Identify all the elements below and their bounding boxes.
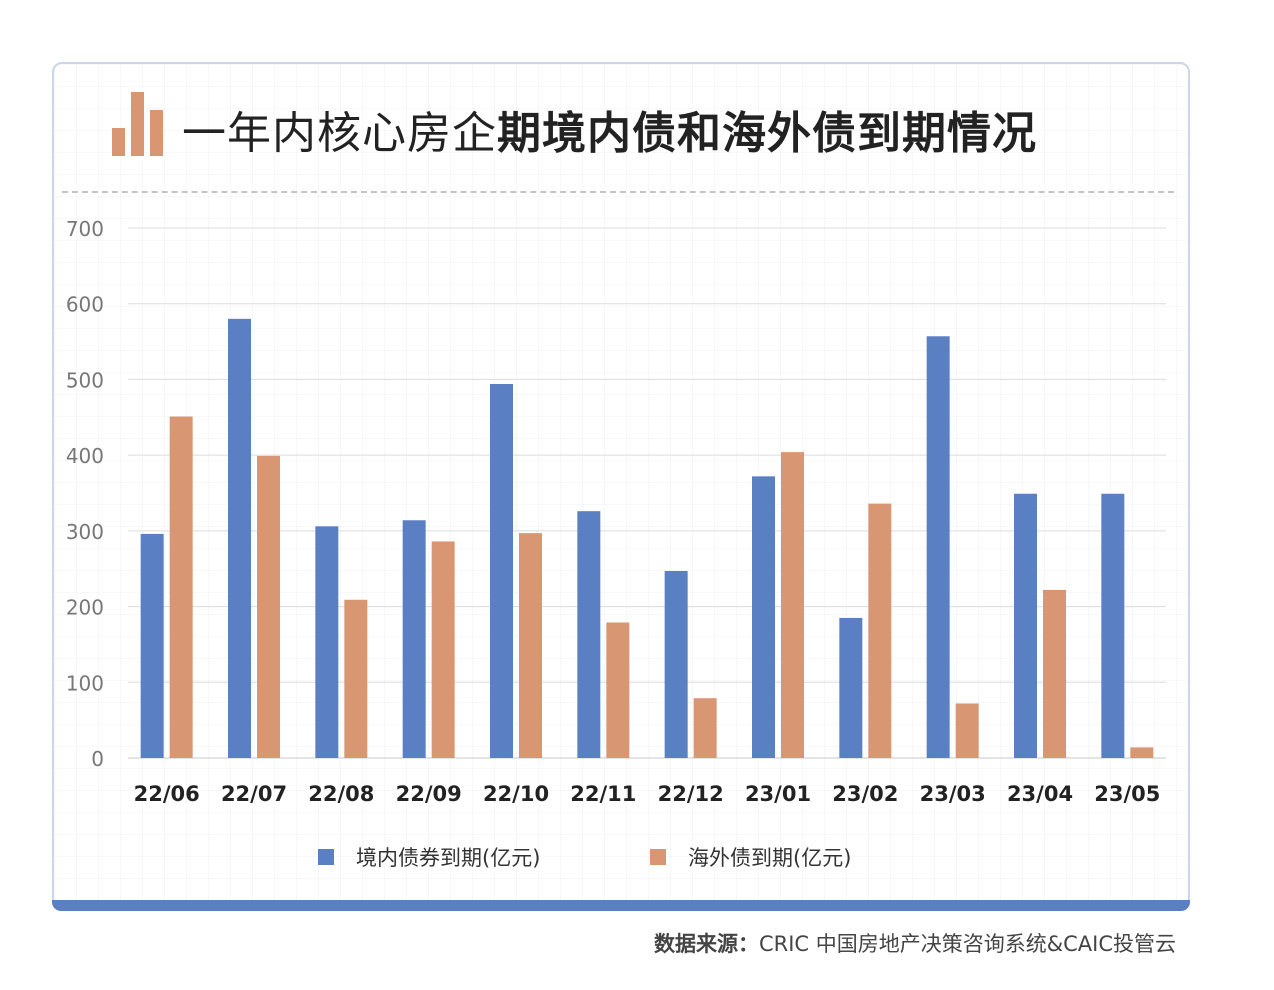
chart-card [52,62,1190,908]
source-label: 数据来源： [653,932,759,956]
source-text: CRIC 中国房地产决策咨询系统&CAIC投管云 [758,932,1176,956]
bar-domestic [228,318,251,758]
data-source: 数据来源：CRIC 中国房地产决策咨询系统&CAIC投管云 [654,928,1176,958]
bar-overseas [868,503,892,758]
bar-domestic [490,383,513,758]
x-tick-label: 22/08 [308,782,374,806]
x-tick-label: 22/11 [570,782,636,806]
bar-overseas [169,416,193,758]
x-tick-label: 23/04 [1007,782,1073,806]
title-regular: 一年内核心房企 [182,108,497,159]
bar-domestic [140,533,164,758]
y-tick-label: 100 [66,671,104,695]
y-tick-label: 500 [66,368,104,392]
x-tick-label: 23/02 [832,782,898,806]
bar-domestic [1014,493,1037,758]
bar-overseas [1043,589,1066,758]
legend-item-domestic: 境内债券到期(亿元) [318,842,540,872]
bar-overseas [519,533,542,758]
bar-overseas [955,703,979,758]
legend-label-overseas: 海外债到期(亿元) [688,846,852,870]
bar-overseas [1130,747,1154,758]
bar-overseas [431,541,455,758]
x-tick-label: 22/10 [483,782,549,806]
y-tick-label: 0 [91,747,104,771]
bar-overseas [606,622,630,758]
bar-chart-icon [112,92,164,156]
bar-overseas [344,599,368,758]
bar-domestic [664,570,688,758]
title-bold: 期境内债和海外债到期情况 [497,108,1037,159]
y-tick-label: 200 [66,596,104,620]
x-tick-label: 23/03 [920,782,986,806]
bar-domestic [315,526,339,758]
bar-overseas [257,455,280,758]
bar-overseas [781,452,804,758]
x-tick-label: 23/05 [1094,782,1160,806]
bar-domestic [926,336,950,758]
bar-domestic [402,520,426,758]
title-divider [62,191,1174,193]
y-tick-label: 700 [66,217,104,241]
x-tick-label: 23/01 [745,782,811,806]
x-tick-label: 22/07 [221,782,287,806]
bar-domestic [577,511,601,758]
bar-domestic [839,617,863,758]
y-tick-label: 400 [66,444,104,468]
legend-swatch-domestic [318,849,334,865]
y-tick-label: 600 [66,293,104,317]
card-bottom-accent [52,900,1190,911]
legend-label-domestic: 境内债券到期(亿元) [356,846,541,870]
bar-overseas [693,698,717,758]
legend-item-overseas: 海外债到期(亿元) [650,842,851,872]
bar-domestic [752,476,775,758]
x-tick-label: 22/06 [134,782,200,806]
y-tick-label: 300 [66,520,104,544]
x-tick-label: 22/12 [658,782,724,806]
legend-swatch-overseas [650,849,666,865]
x-tick-label: 22/09 [396,782,462,806]
chart-title: 一年内核心房企期境内债和海外债到期情况 [182,104,1037,164]
chart-legend: 境内债券到期(亿元) 海外债到期(亿元) [0,842,1274,872]
bar-domestic [1101,493,1125,758]
